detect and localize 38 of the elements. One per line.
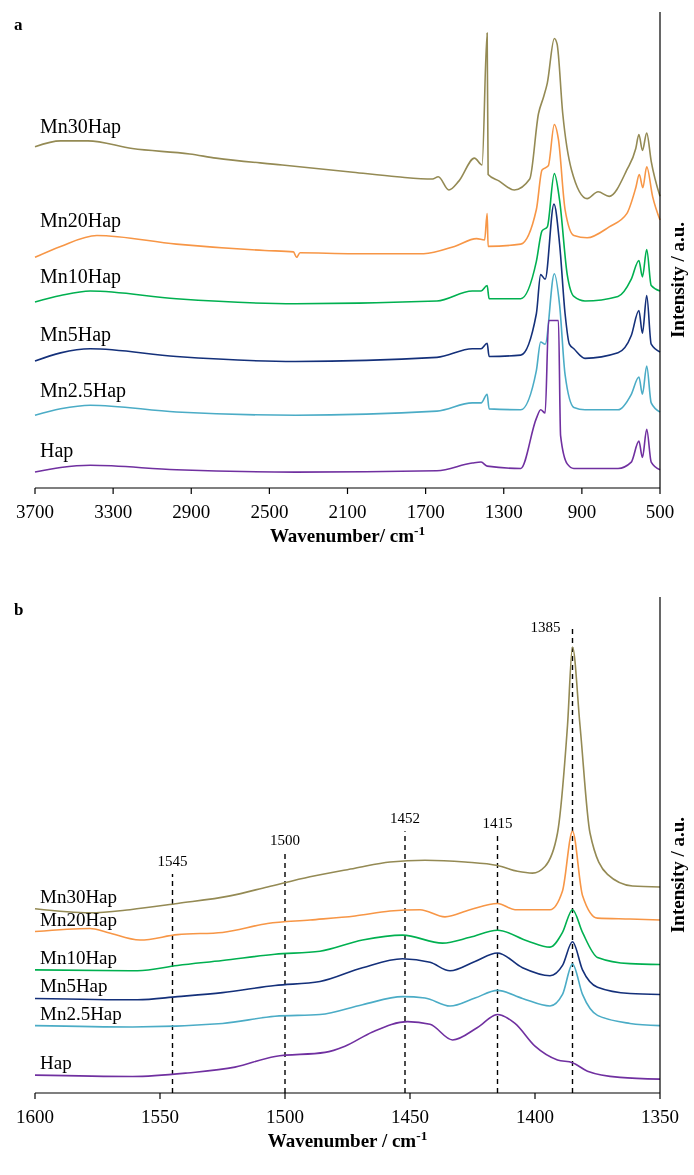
x-tick-label: 1500 <box>266 1106 304 1127</box>
ref-line-label: 1452 <box>390 810 420 827</box>
series-label: Mn20Hap <box>40 209 122 233</box>
x-tick-label: 1600 <box>16 1106 54 1127</box>
y-axis-title: Intensity / a.u. <box>667 221 688 339</box>
x-tick-label: 3300 <box>94 501 133 522</box>
ref-line-label: 1545 <box>157 853 188 870</box>
y-axis-title: Intensity / a.u. <box>667 816 688 934</box>
x-tick-label: 900 <box>567 501 597 522</box>
ref-line-label: 1415 <box>482 814 513 831</box>
series-label: Mn10Hap <box>40 946 118 968</box>
x-tick-label: 3700 <box>16 501 54 522</box>
series-label: Mn5Hap <box>40 322 112 346</box>
x-axis-title: Wavenumber / cm$^{-1}$ <box>267 1127 428 1151</box>
series-label: Hap <box>40 439 74 463</box>
x-tick-label: 1450 <box>391 1106 429 1127</box>
x-tick-label: 1550 <box>141 1106 179 1127</box>
x-tick-label: 2100 <box>328 501 367 522</box>
x-tick-label: 1300 <box>484 501 523 522</box>
series-label: Hap <box>40 1052 72 1074</box>
x-tick-label: 2500 <box>250 501 289 522</box>
series-label: Mn30Hap <box>40 885 118 907</box>
ref-line-label: 1385 <box>530 619 561 635</box>
x-tick-label: 2900 <box>172 501 211 522</box>
series-label: Mn2.5Hap <box>40 379 127 403</box>
ref-line-label: 1500 <box>270 831 300 848</box>
chart-title: b <box>14 600 24 619</box>
x-tick-label: 500 <box>645 501 675 522</box>
chart-title: a <box>14 15 23 34</box>
series-label: Mn2.5Hap <box>40 1002 122 1024</box>
series-label: Mn20Hap <box>40 908 118 930</box>
series-label: Mn5Hap <box>40 975 108 997</box>
x-axis-title: Wavenumber/ cm$^{-1}$ <box>269 522 426 546</box>
series-label: Mn10Hap <box>40 264 122 288</box>
series-label: Mn30Hap <box>40 114 122 138</box>
x-tick-label: 1400 <box>516 1106 554 1127</box>
x-tick-label: 1350 <box>641 1106 679 1127</box>
x-tick-label: 1700 <box>406 501 445 522</box>
